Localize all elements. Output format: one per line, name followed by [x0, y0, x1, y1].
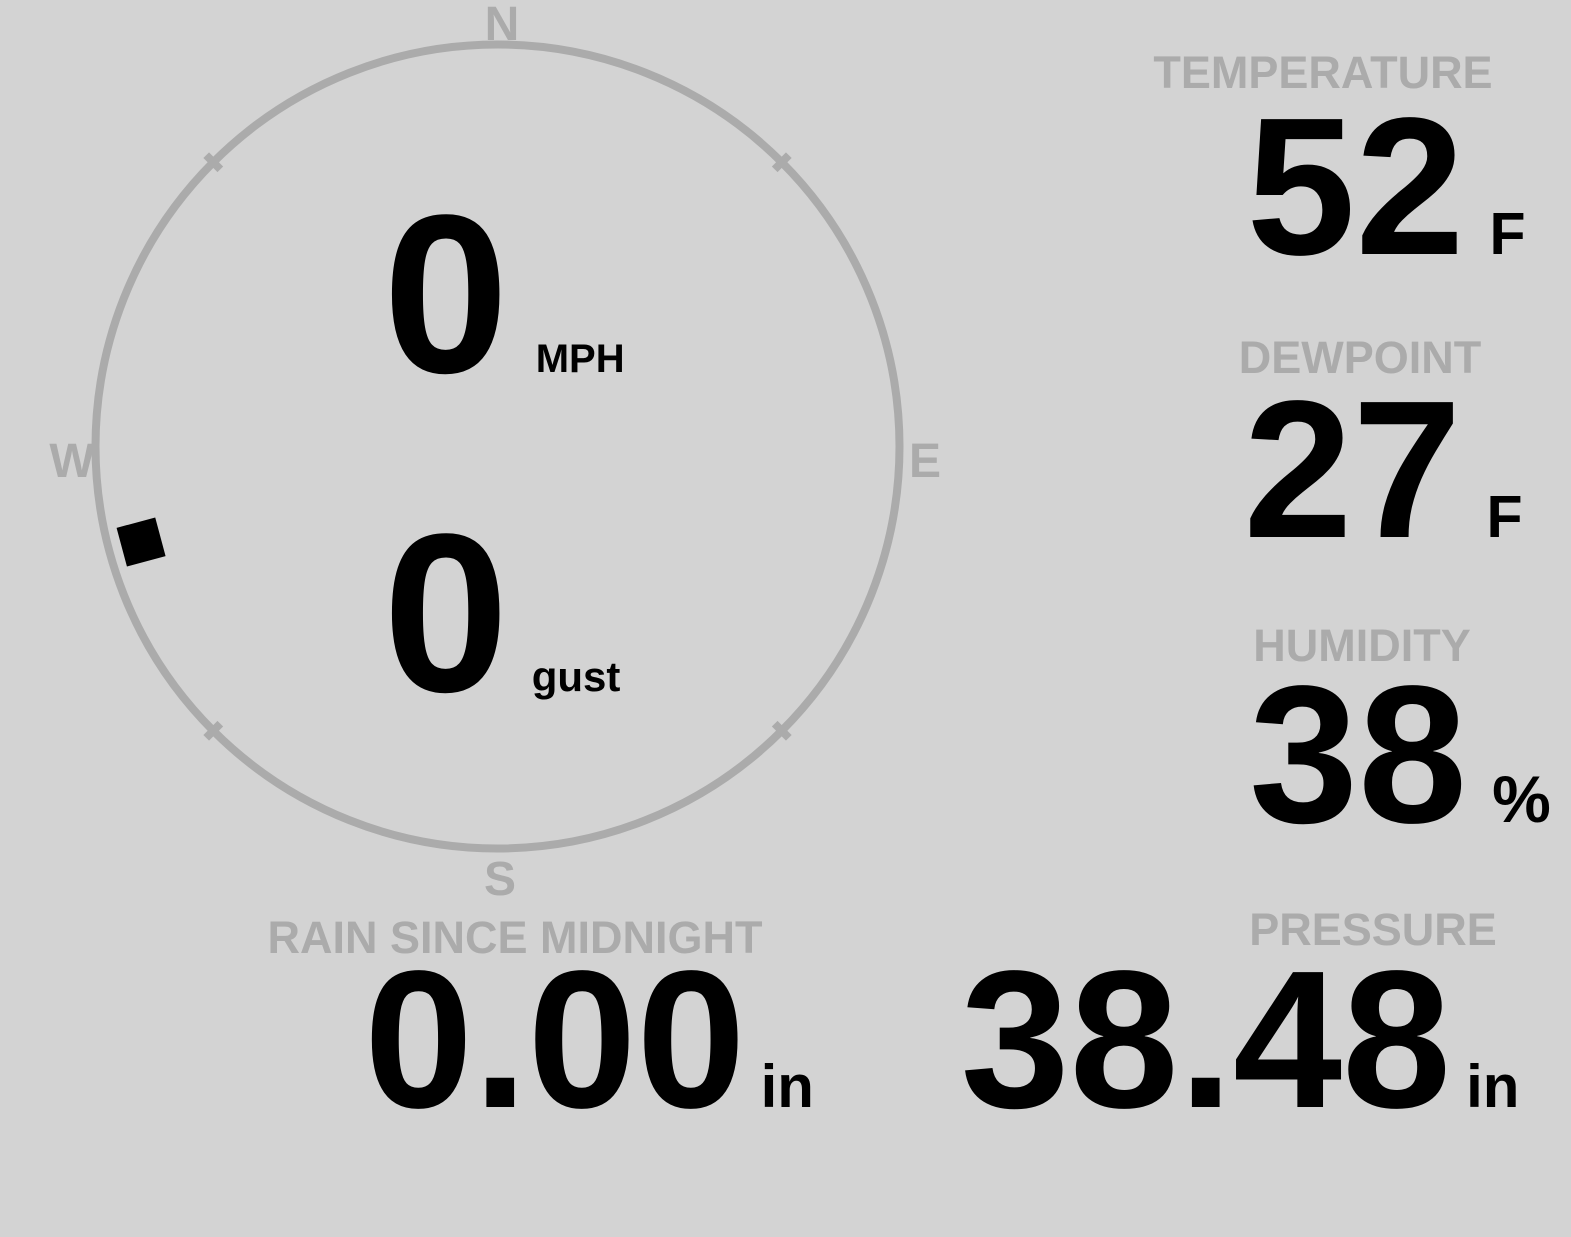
temperature-reading: 52 F: [1106, 89, 1571, 285]
temperature-label: TEMPERATURE: [1153, 47, 1493, 98]
compass-label-east: E: [909, 435, 941, 488]
compass-ring-graphic: N E S W: [49, 0, 941, 900]
humidity-value: 38: [1249, 645, 1468, 864]
dewpoint-unit: F: [1486, 484, 1523, 550]
pressure-unit: in: [1466, 1053, 1520, 1120]
pressure-metric: PRESSURE 38.48 in: [960, 895, 1520, 1155]
pressure-value: 38.48: [960, 930, 1452, 1149]
compass-label-south: S: [484, 853, 516, 900]
wind-compass-gauge: N E S W 0 MPH 0 gust: [0, 0, 1000, 900]
humidity-reading: 38 %: [1120, 657, 1571, 853]
compass-tick-se: [771, 720, 792, 741]
compass-label-north: N: [485, 0, 520, 51]
pressure-reading: 38.48 in: [960, 942, 1520, 1138]
humidity-metric: HUMIDITY 38 %: [1120, 610, 1571, 870]
wind-gust-unit: gust: [531, 653, 621, 700]
temperature-metric: TEMPERATURE 52 F: [1106, 30, 1571, 290]
wind-direction-marker: [116, 517, 166, 567]
humidity-label: HUMIDITY: [1253, 620, 1471, 671]
wind-speed-value: 0: [383, 167, 509, 420]
rain-since-midnight-value: 0.00: [364, 930, 746, 1149]
compass-tick-ne: [771, 152, 792, 173]
rain-since-midnight-unit: in: [760, 1053, 814, 1120]
compass-tick-sw: [203, 720, 224, 741]
compass-circle: [91, 40, 904, 853]
rain-since-midnight-metric: RAIN SINCE MIDNIGHT 0.00 in: [268, 895, 869, 1155]
humidity-unit: %: [1492, 762, 1551, 836]
wind-speed-unit: MPH: [535, 337, 625, 381]
compass-label-west: W: [49, 435, 95, 488]
dewpoint-reading: 27 F: [1103, 372, 1571, 568]
dewpoint-value: 27: [1243, 360, 1462, 579]
compass-tick-nw: [203, 152, 224, 173]
temperature-value: 52: [1246, 77, 1465, 296]
wind-direction-marker-square: [116, 517, 166, 567]
rain-since-midnight-label: RAIN SINCE MIDNIGHT: [267, 912, 763, 963]
pressure-label: PRESSURE: [1249, 904, 1497, 955]
dewpoint-label: DEWPOINT: [1238, 332, 1482, 383]
dewpoint-metric: DEWPOINT 27 F: [1103, 320, 1571, 580]
wind-gust-reading: 0 gust: [383, 500, 620, 726]
temperature-unit: F: [1489, 201, 1526, 267]
rain-since-midnight-reading: 0.00 in: [309, 942, 869, 1138]
wind-gust-value: 0: [383, 486, 509, 739]
wind-speed-reading: 0 MPH: [383, 181, 625, 407]
